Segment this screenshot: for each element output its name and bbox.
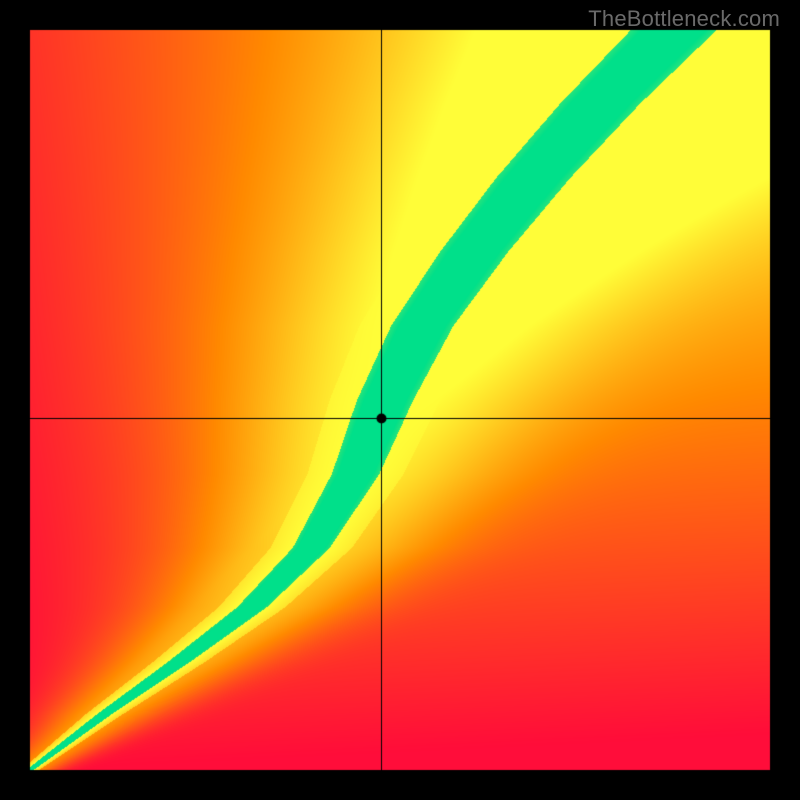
watermark-text: TheBottleneck.com (588, 6, 780, 32)
heatmap-canvas (0, 0, 800, 800)
chart-container: TheBottleneck.com (0, 0, 800, 800)
